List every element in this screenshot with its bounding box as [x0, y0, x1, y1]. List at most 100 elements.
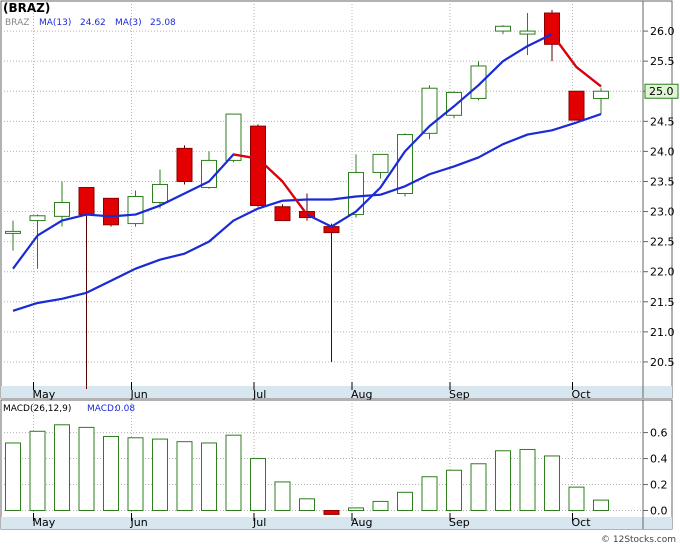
candle-body [176, 147, 193, 182]
macd-bar [495, 450, 511, 512]
price-x-tick-label: Jul [252, 388, 266, 401]
macd-x-tick-label: Jul [252, 516, 266, 529]
ma13-down-segment [551, 33, 578, 68]
legend: BRAZ MA(13) 24.62 MA(3) 25.08 [5, 18, 176, 28]
candle-body [78, 186, 95, 216]
price-y-tick-label: 24.0 [650, 145, 675, 158]
price-y-tick-label: 20.5 [650, 356, 675, 369]
macd-bar [446, 469, 462, 512]
candle-body [495, 25, 511, 32]
macd-bar [152, 438, 168, 512]
macd-bar [225, 434, 242, 512]
macd-x-tick-labels: May Jun Jul Aug Sep Oct [33, 513, 592, 529]
legend-ma3-label: MA(3) [115, 18, 142, 28]
candle-body [5, 230, 21, 234]
legend-symbol: BRAZ [5, 18, 29, 28]
price-x-tick-label: Sep [449, 388, 470, 401]
macd-x-tick-label: Sep [449, 516, 470, 529]
macd-bar [250, 458, 266, 512]
macd-x-tick-label: May [33, 516, 56, 529]
candle-body [250, 125, 266, 207]
watermark: © 12Stocks.com [601, 535, 676, 545]
candle-body [568, 90, 585, 121]
price-x-tick-labels: May Jun Jul Aug Sep Oct [33, 382, 592, 401]
candle-body [225, 113, 242, 161]
macd-bar [323, 510, 340, 515]
current-price-label: 25.0 [649, 85, 674, 98]
macd-x-tick-label: Oct [572, 516, 592, 529]
macd-bar [176, 441, 193, 512]
chart-title: (BRAZ) [3, 1, 50, 15]
price-x-tick-label: Oct [572, 388, 592, 401]
current-price-badge: 25.0 [644, 83, 679, 99]
price-x-tick-label: Jun [130, 388, 148, 401]
price-y-tick-label: 23.0 [650, 206, 675, 219]
macd-y-tick-label: 0.4 [650, 453, 668, 466]
legend-ma13-label: MA(13) [39, 18, 71, 28]
macd-bar [348, 507, 364, 512]
candle-body [54, 202, 70, 217]
price-y-tick-label: 24.5 [650, 115, 675, 128]
ma13-down-segment [233, 153, 259, 160]
macd-y-tick-label: 0.0 [650, 505, 668, 518]
legend-ma3-value: 25.08 [150, 18, 176, 28]
macd-x-axis-band [1, 517, 672, 529]
macd-bar [274, 481, 291, 512]
price-y-tick-label: 25.5 [650, 55, 675, 68]
candle-body [372, 153, 389, 173]
macd-bar [470, 463, 487, 512]
candle-body [103, 197, 119, 226]
macd-gridlines [1, 400, 643, 529]
price-y-tick-label: 23.5 [650, 175, 675, 188]
ma13-down-segment [281, 180, 308, 216]
candle-body [29, 215, 46, 222]
macd-y-tick-label: 0.6 [650, 427, 668, 440]
macd-bar [78, 426, 95, 512]
macd-y-tick-label: 0.2 [650, 479, 668, 492]
macd-bar [372, 500, 389, 512]
macd-bar [397, 491, 413, 512]
legend-ma13-value: 24.62 [80, 18, 106, 28]
price-y-tick-label: 21.5 [650, 296, 675, 309]
macd-bar [568, 486, 585, 512]
price-y-tick-label: 21.0 [650, 326, 675, 339]
candle-body [152, 183, 168, 204]
macd-x-tick-label: Jun [130, 516, 148, 529]
price-y-tick-label: 22.5 [650, 236, 675, 249]
price-x-axis-band [1, 386, 672, 398]
price-x-tick-label: Aug [351, 388, 372, 401]
price-y-tick-labels: 20.5 21.0 21.5 22.0 22.5 23.0 23.5 24.0 24.5 25.0… [643, 25, 675, 369]
macd-title: MACD(26,12,9) [3, 404, 71, 414]
price-y-tick-label: 22.0 [650, 266, 675, 279]
moving-average-lines [12, 32, 602, 312]
macd-bar [103, 435, 119, 512]
price-x-tick-label: May [33, 388, 56, 401]
price-y-tick-label: 26.0 [650, 25, 675, 38]
candle-body [593, 90, 609, 99]
candle-body [519, 30, 536, 35]
ma3-line [12, 113, 602, 312]
macd-value-label: MACD: [87, 404, 117, 414]
candle-body [348, 171, 364, 216]
macd-bar [421, 476, 438, 512]
macd-bar [54, 424, 70, 512]
macd-value: 0.08 [115, 404, 135, 414]
macd-bar [544, 455, 560, 512]
candle-body [470, 65, 487, 99]
ma13-down-segment [575, 66, 602, 88]
macd-panel: 0.0 0.2 0.4 0.6 May Jun Jul Aug Sep Oct MACD(26,… [0, 399, 673, 530]
price-panel: 20.5 21.0 21.5 22.0 22.5 23.0 23.5 24.0 24.5 25.0… [0, 0, 679, 401]
macd-bar [593, 499, 609, 512]
macd-bar [299, 498, 315, 512]
macd-bar [5, 442, 21, 512]
macd-x-tick-label: Aug [351, 516, 372, 529]
macd-bar [29, 430, 46, 512]
macd-bar [127, 437, 144, 512]
macd-bars [5, 424, 609, 515]
candle-body [127, 196, 144, 225]
macd-bar [519, 448, 536, 512]
macd-y-tick-labels: 0.0 0.2 0.4 0.6 [643, 427, 668, 518]
candle-body [274, 206, 291, 222]
